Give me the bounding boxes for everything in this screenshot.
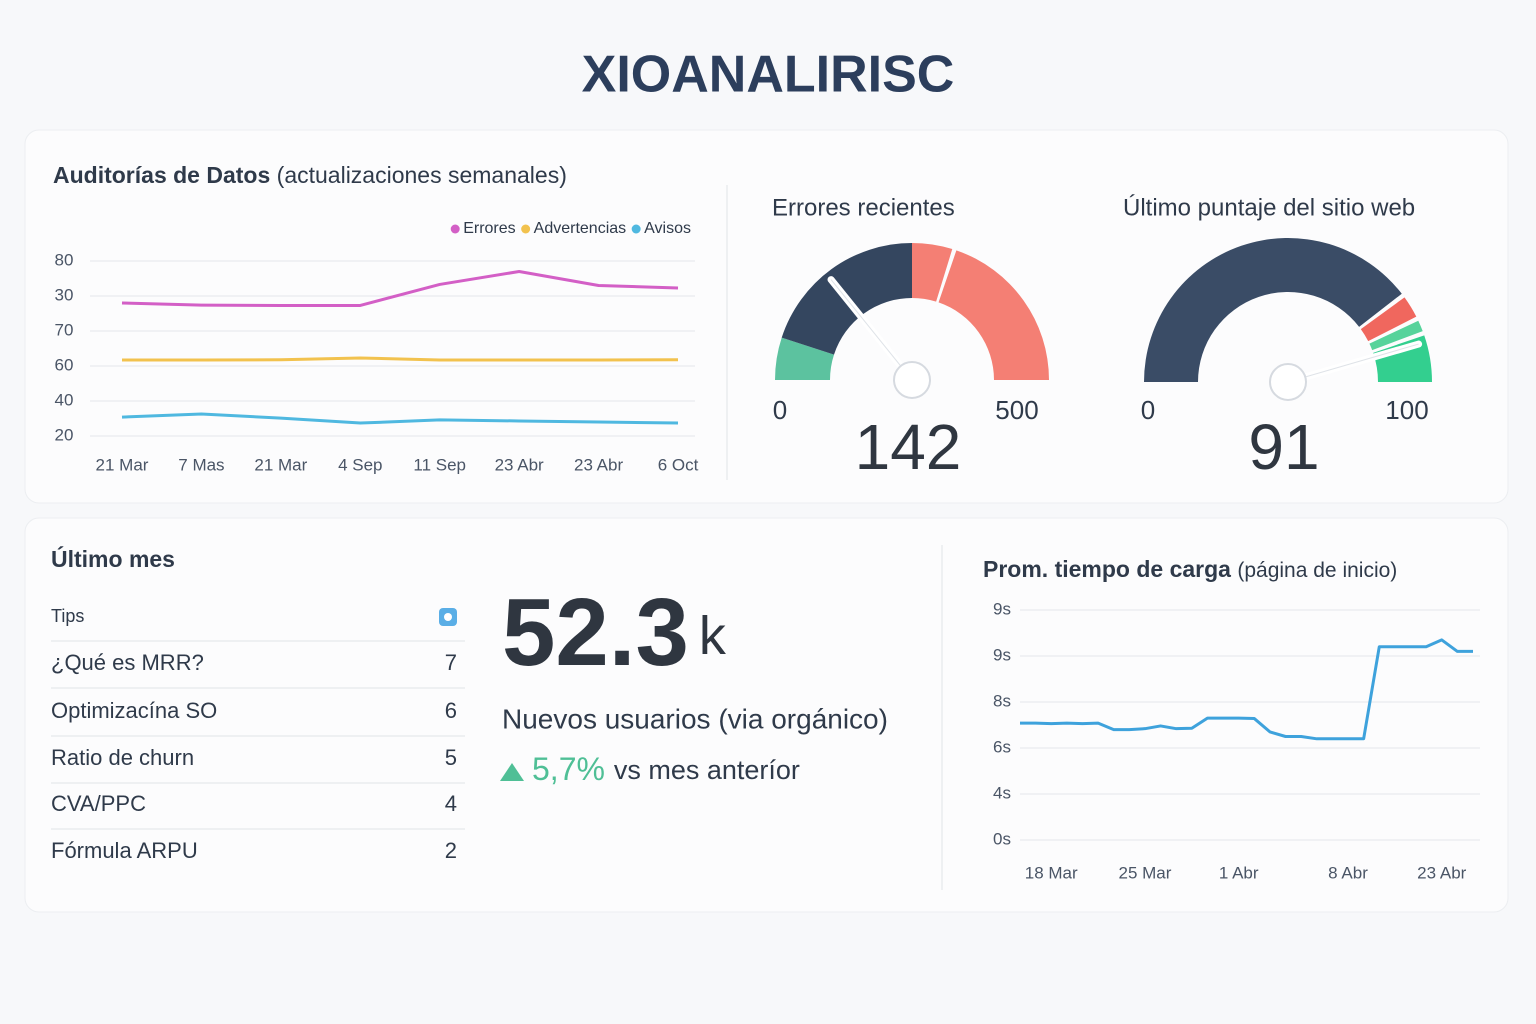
page-title: XIOANALIRISC — [582, 46, 955, 104]
y-tick-label: 6s — [993, 737, 1011, 756]
row-label: Ratio de churn — [51, 745, 194, 770]
row-value: 6 — [445, 698, 457, 723]
kpi-change: 5,7% vs mes anteríor — [532, 751, 800, 787]
y-tick-label: 0s — [993, 829, 1011, 848]
x-tick-label: 21 Mar — [254, 455, 307, 474]
x-tick-label: 23 Abr — [495, 455, 544, 474]
legend-swatch — [450, 224, 460, 234]
y-tick-label: 8s — [993, 691, 1011, 710]
row-value: 5 — [445, 745, 457, 770]
gauge-segment — [1360, 297, 1417, 342]
x-tick-label: 21 Mar — [96, 455, 149, 474]
row-value: 4 — [445, 791, 457, 816]
legend-swatch — [631, 224, 641, 234]
x-tick-label: 11 Sep — [413, 455, 466, 474]
chart-title: Auditorías de Datos (actualizaciones sem… — [53, 162, 567, 188]
x-tick-label: 7 Mas — [178, 455, 224, 474]
subtitle: (página de inicio) — [1237, 559, 1397, 582]
legend-label: Errores — [463, 220, 515, 237]
gauge-segment — [912, 243, 953, 302]
x-tick-label: 1 Abr — [1219, 863, 1259, 882]
card — [24, 517, 1509, 913]
kpi-number: 52.3 — [502, 579, 689, 686]
gauge-needle-edge — [1287, 343, 1419, 383]
y-tick-label: 20 — [55, 425, 74, 444]
gauge-min: 0 — [1141, 395, 1155, 425]
gauge-hub — [1269, 363, 1307, 401]
row-label: Optimizacína SO — [51, 698, 217, 723]
gauge-segment — [775, 337, 835, 380]
row-value: 2 — [445, 838, 457, 863]
card — [24, 129, 1509, 504]
title: Auditorías de Datos — [53, 162, 270, 188]
gauge-max: 500 — [995, 395, 1038, 425]
x-tick-label: 25 Mar — [1119, 863, 1172, 882]
table-header: Tips — [51, 606, 84, 626]
x-tick-label: 6 Oct — [658, 455, 699, 474]
row-label: ¿Qué es MRR? — [51, 650, 204, 675]
chart-title: Prom. tiempo de carga (página de inicio) — [983, 556, 1397, 582]
gauge-value: 142 — [855, 411, 962, 483]
y-tick-label: 70 — [55, 320, 74, 339]
data-line — [121, 412, 679, 425]
data-line — [1020, 638, 1473, 741]
gauge-value: 91 — [1248, 411, 1319, 483]
gauge-min: 0 — [773, 395, 787, 425]
gauge-title: Último puntaje del sitio web — [1123, 194, 1415, 221]
gauge-max: 100 — [1385, 395, 1428, 425]
x-tick-label: 18 Mar — [1025, 863, 1078, 882]
legend-label: Advertencias — [534, 220, 627, 237]
title: Prom. tiempo de carga — [983, 556, 1231, 582]
y-tick-label: 4s — [993, 783, 1011, 802]
gauge-segment — [1369, 320, 1423, 351]
legend-swatch — [521, 224, 531, 234]
subtitle: (actualizaciones semanales) — [277, 162, 567, 188]
x-tick-label: 4 Sep — [338, 455, 382, 474]
data-line — [121, 270, 679, 307]
gauge-segment — [938, 250, 1049, 380]
x-tick-label: 8 Abr — [1328, 863, 1368, 882]
gauge-title: Errores recientes — [772, 194, 955, 221]
kpi-value: 52.3 k — [502, 579, 727, 686]
x-tick-label: 23 Abr — [1417, 863, 1466, 882]
kpi-unit: k — [699, 606, 727, 666]
y-tick-label: 80 — [55, 250, 74, 269]
legend-label: Avisos — [644, 220, 691, 237]
kpi-label: Nuevos usuarios (via orgánico) — [502, 703, 888, 734]
data-line — [122, 356, 679, 362]
change-text: vs mes anteríor — [614, 755, 800, 785]
change-value: 5,7% — [532, 751, 605, 787]
gauge-segment — [1144, 237, 1402, 382]
y-tick-label: 9s — [993, 599, 1011, 618]
y-tick-label: 60 — [55, 355, 74, 374]
row-label: CVA/PPC — [51, 791, 146, 816]
up-arrow — [500, 763, 524, 781]
y-tick-label: 30 — [55, 285, 74, 304]
row-value: 7 — [445, 650, 457, 675]
row-label: Fórmula ARPU — [51, 838, 198, 863]
x-tick-label: 23 Abr — [574, 455, 623, 474]
tips-icon-dot — [444, 613, 452, 621]
gauge-hub — [893, 361, 931, 399]
gauge-needle-edge — [830, 279, 913, 381]
section-title: Último mes — [51, 545, 175, 572]
y-tick-label: 9s — [993, 645, 1011, 664]
y-tick-label: 40 — [55, 390, 74, 409]
